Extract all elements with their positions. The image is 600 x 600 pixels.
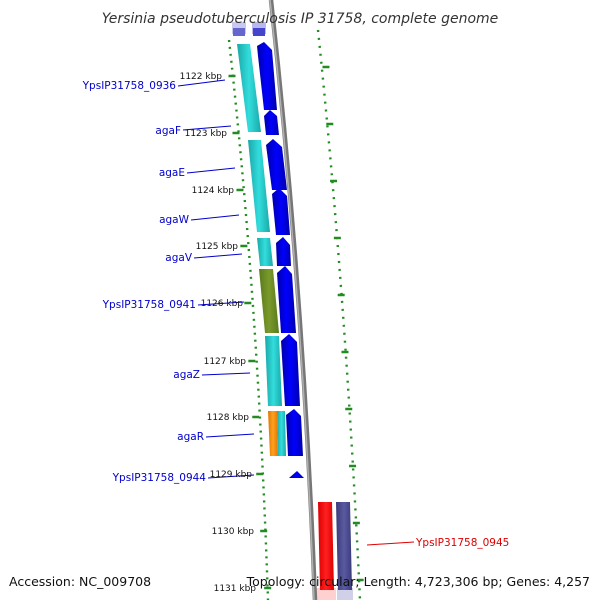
kbp-tick-label: 1125 kbp: [196, 242, 239, 252]
kbp-tick-label: 1130 kbp: [212, 527, 255, 537]
faded-feature: [253, 28, 265, 36]
backbone-curve: [268, 0, 318, 600]
faded-feature: [314, 588, 336, 600]
gene-connector: [186, 167, 236, 174]
kbp-tick-label: 1123 kbp: [185, 129, 228, 139]
kbp-tick-label: 1122 kbp: [180, 72, 223, 82]
cds-arrow: [281, 334, 300, 406]
cds-arrow: [277, 266, 296, 333]
cds-arrow: [264, 110, 279, 135]
gene-block-cyan: [237, 44, 261, 132]
cds-arrow: [276, 237, 291, 266]
gene-label-highlight: YpsIP31758_0945: [415, 537, 509, 549]
gene-connector: [193, 253, 243, 259]
gene-blocks-column-1: [237, 44, 286, 456]
gene-connector: [197, 301, 245, 306]
accession-text: Accession: NC_009708: [9, 574, 151, 589]
genome-title: Yersinia pseudotuberculosis IP 31758, co…: [102, 11, 499, 27]
gene-block-cyan: [277, 411, 286, 456]
topology-text: Topology: circular; Length: 4,723,306 bp…: [246, 574, 590, 589]
gene-block-cyan: [265, 336, 282, 406]
gene-label: YpsIP31758_0936: [82, 80, 177, 92]
cds-arrow: [266, 139, 287, 190]
kbp-tick-label: 1129 kbp: [210, 470, 253, 480]
gene-block-cyan: [248, 140, 270, 232]
backbone-highlight: [269, 0, 315, 600]
cds-arrow: [289, 471, 304, 478]
cds-arrow: [272, 188, 290, 235]
gene-block-orange: [268, 411, 278, 456]
gene-label: YpsIP31758_0941: [102, 299, 196, 311]
gene-block-cyan: [257, 238, 273, 266]
gene-connector: [190, 214, 240, 221]
kbp-tick-label: 1126 kbp: [201, 299, 244, 309]
gene-label-connectors: [177, 79, 415, 546]
right-scale-dashes: [322, 65, 364, 582]
gene-block-olive: [259, 269, 279, 333]
gene-label: agaZ: [173, 369, 200, 381]
cds-arrow: [286, 409, 303, 456]
left-scale-ticks: [228, 74, 272, 590]
gene-labels: YpsIP31758_0936 agaF agaE agaW agaV YpsI…: [82, 80, 510, 549]
cds-arrows-column-2: [257, 42, 304, 478]
gene-block-red: [318, 502, 334, 590]
gene-connector: [182, 125, 232, 131]
gene-block-slate: [336, 502, 352, 590]
gene-connector: [205, 433, 255, 438]
gene-connector: [177, 79, 226, 87]
kbp-tick-label: 1131 kbp: [214, 584, 257, 594]
kbp-tick-label: 1127 kbp: [204, 357, 247, 367]
faded-feature: [233, 28, 245, 36]
faded-feature: [337, 588, 353, 600]
gene-label: agaR: [177, 431, 204, 443]
gene-connector: [207, 474, 255, 479]
gene-label: YpsIP31758_0944: [112, 472, 207, 484]
right-dotted-scale: [316, 29, 362, 600]
features-column-3: [318, 502, 352, 590]
kbp-tick-label: 1124 kbp: [192, 186, 235, 196]
gene-label: agaW: [159, 214, 190, 226]
gene-label: agaV: [165, 252, 193, 264]
kbp-labels: 1122 kbp 1123 kbp 1124 kbp 1125 kbp 1126…: [180, 72, 257, 594]
gene-label: agaE: [159, 167, 185, 179]
gene-label: agaF: [155, 125, 181, 137]
cds-arrow: [257, 42, 277, 110]
gene-connector: [366, 541, 415, 546]
gene-connector: [201, 372, 251, 376]
kbp-tick-label: 1128 kbp: [207, 413, 250, 423]
